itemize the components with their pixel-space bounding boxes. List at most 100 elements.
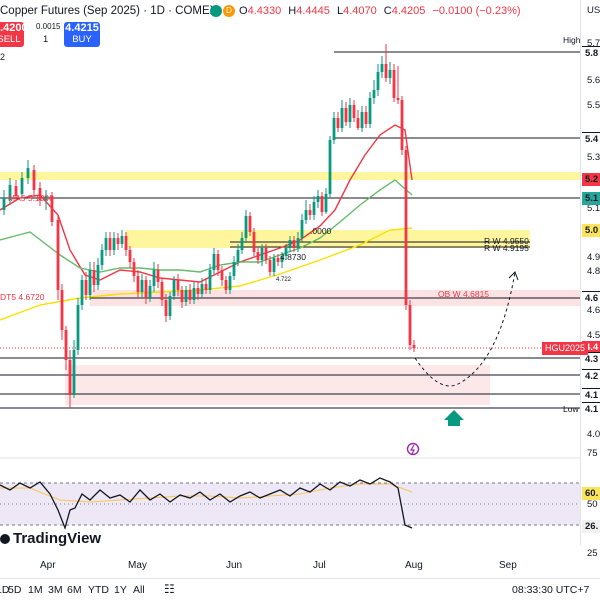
candle-body — [128, 250, 132, 262]
rsi-tick-label: 25 — [587, 548, 598, 559]
candle-body — [272, 258, 276, 272]
candle-body — [344, 108, 348, 122]
candle-body — [324, 194, 328, 212]
candle-body — [144, 280, 148, 298]
candle-body — [348, 105, 352, 122]
quantity-value[interactable]: 1 — [43, 34, 49, 45]
range-button-6m[interactable]: 6M — [67, 584, 82, 596]
candle-body — [196, 288, 200, 294]
candle-body — [264, 248, 268, 260]
candle-body — [96, 265, 100, 285]
candle-body — [50, 196, 54, 222]
level-annotation-small: 4.722 — [276, 277, 292, 283]
candle-body — [112, 238, 116, 250]
candle-body — [180, 290, 184, 302]
bottom-toolbar: 1D5D 1M 3M 6M YTD 1Y All ☷ 08:33:30 UTC+7 — [0, 578, 600, 601]
candle-body — [400, 100, 404, 150]
symbol-title[interactable]: Copper Futures (Sep 2025) · 1D · COMEX — [0, 5, 218, 17]
candle-body — [320, 196, 324, 212]
projection-arrow-head — [508, 271, 519, 281]
symbol-price-tag: HGU2025 — [542, 342, 589, 355]
price-axis-label: 4.1 — [582, 388, 600, 402]
yellow-order-block-zone — [126, 230, 530, 248]
price-axis-label: 5.4 — [582, 132, 600, 146]
candle-body — [38, 188, 42, 200]
tradingview-logo[interactable]: TradingView — [0, 530, 101, 547]
price-axis-label: 5.8 — [582, 46, 600, 60]
price-tick-label: 4.5 — [587, 330, 600, 341]
rsi-line — [0, 477, 413, 531]
candle-body — [156, 270, 160, 282]
time-tick-label: Sep — [499, 560, 517, 571]
candle-body — [236, 250, 240, 262]
candle-body — [296, 238, 300, 248]
candle-body — [256, 252, 260, 260]
buy-button[interactable]: 4.4215 BUY — [64, 22, 100, 47]
price-chart[interactable]: MA5 5.1390 DT5 4.6720 R W 4.9550 R W 4.9… — [0, 0, 580, 545]
dt-annotation: DT5 4.6720 — [0, 292, 45, 302]
candle-body — [120, 236, 124, 244]
rsi-tick-label: 50 — [587, 499, 598, 510]
price-tick-label: 4.0 — [587, 429, 600, 440]
candle-body — [132, 262, 136, 276]
candle-body — [216, 254, 220, 270]
rw-annotation-1: R W 4.9550 — [484, 236, 529, 246]
ohlc-readout: O4.4330 H4.4445 L4.4070 C4.4205 −0.0100 … — [239, 5, 521, 17]
price-tick-label: 4.8 — [587, 266, 600, 277]
candle-body — [228, 276, 232, 290]
candle-body — [340, 108, 344, 128]
candle-body — [404, 150, 408, 305]
price-tick-label: 5.5 — [587, 100, 600, 111]
range-button-1m[interactable]: 1M — [28, 584, 43, 596]
range-button-ytd[interactable]: YTD — [88, 584, 109, 596]
rsi-pane[interactable] — [0, 450, 580, 545]
range-button-1d[interactable]: 1D — [0, 584, 10, 596]
candle-body — [240, 238, 244, 250]
candle-body — [60, 290, 64, 330]
candle-body — [284, 248, 288, 256]
candle-body — [148, 286, 152, 298]
price-axis-label: 4.2 — [582, 369, 600, 383]
candle-body — [140, 280, 144, 292]
candlestick-series — [2, 44, 416, 408]
candle-body — [288, 240, 292, 248]
candle-body — [108, 238, 112, 250]
candle-body — [276, 258, 280, 262]
time-tick-label: Apr — [40, 560, 56, 571]
ma-red-line — [0, 124, 413, 283]
candle-body — [56, 220, 60, 290]
candle-body — [212, 254, 216, 270]
rsi-tick-label: 75 — [587, 448, 598, 459]
candle-body — [80, 280, 84, 305]
candle-body — [328, 140, 332, 194]
candle-body — [14, 186, 18, 196]
event-icon[interactable] — [406, 442, 420, 456]
candle-body — [152, 270, 156, 286]
level-annotation-8730: 4.8730 — [280, 252, 306, 262]
price-axis-label: 4.1 — [582, 402, 600, 416]
candle-body — [2, 198, 6, 210]
candle-body — [136, 276, 140, 292]
calendar-icon[interactable]: ☷ — [164, 582, 175, 596]
candle-body — [360, 112, 364, 128]
time-tick-label: Jul — [313, 560, 326, 571]
price-tick-label: 5.7 — [587, 38, 600, 49]
price-axis-label: 4.6 — [582, 291, 600, 305]
range-button-3m[interactable]: 3M — [48, 584, 63, 596]
candle-body — [372, 90, 376, 98]
low-label: Low — [563, 404, 579, 414]
high-label: High — [563, 35, 580, 45]
candle-body — [184, 290, 188, 302]
pink-demand-zone — [65, 365, 490, 405]
range-button-all[interactable]: All — [133, 584, 145, 596]
candle-body — [356, 118, 360, 128]
range-button-5d[interactable]: 5D — [8, 584, 22, 596]
range-button-1y[interactable]: 1Y — [114, 584, 127, 596]
price-axis-label: 5.2 — [582, 173, 600, 186]
event-icon-bolt — [409, 444, 415, 455]
clock-readout[interactable]: 08:33:30 UTC+7 — [512, 584, 590, 596]
candle-body — [368, 98, 372, 124]
candle-body — [84, 280, 88, 295]
